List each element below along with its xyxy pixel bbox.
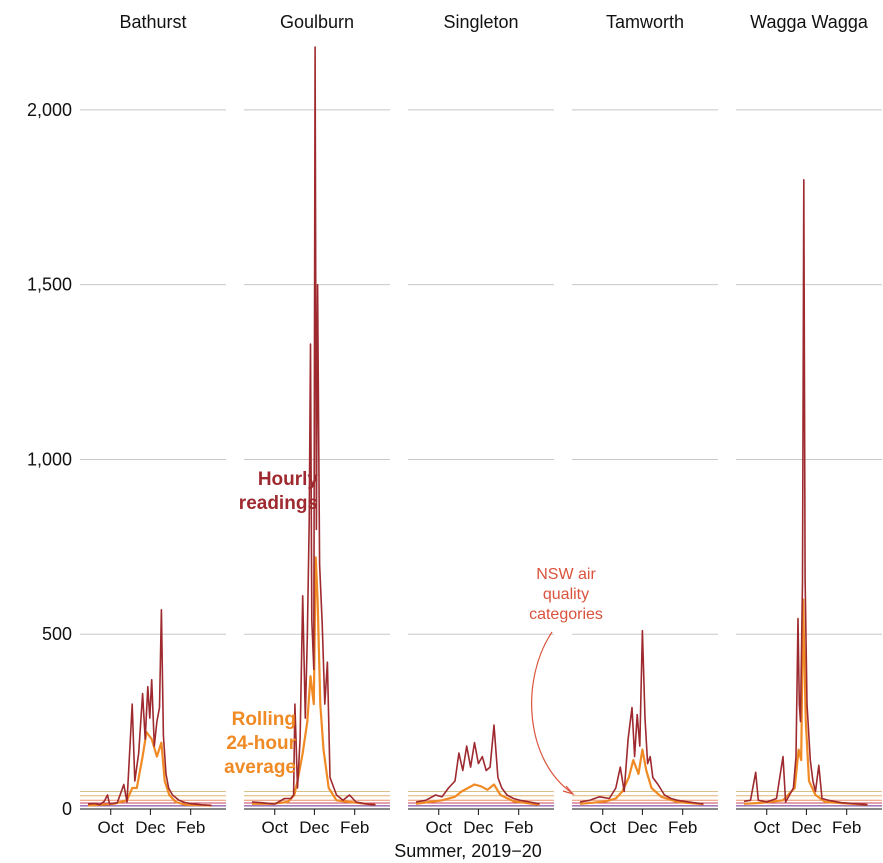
panel-title: Bathurst (119, 12, 186, 32)
panel-title: Singleton (443, 12, 518, 32)
rolling-average-series (87, 556, 868, 807)
panel-title: Wagga Wagga (750, 12, 869, 32)
annotations: Hourly readings Rolling 24-hour average NSW a… (224, 469, 603, 796)
air-quality-category-lines (80, 791, 882, 807)
rolling-annotation: average (224, 757, 296, 778)
x-tick-label: Oct (754, 818, 781, 837)
x-tick-label: Feb (176, 818, 205, 837)
labels: 0 500 1,000 1,500 2,000 Bathurst Oct Dec Feb Goul… (27, 12, 869, 837)
hourly-line (743, 179, 868, 806)
hourly-annotation: readings (239, 493, 318, 514)
x-tick-label: Feb (504, 818, 533, 837)
y-tick-label: 2,000 (27, 100, 72, 120)
rolling-annotation: 24-hour (226, 733, 296, 754)
rolling-annotation: Rolling (232, 709, 296, 730)
annotation-arrow (531, 631, 573, 794)
rolling-average-line (87, 730, 212, 807)
x-tick-label: Feb (340, 818, 369, 837)
x-tick-label: Oct (426, 818, 453, 837)
x-tick-label: Dec (463, 818, 494, 837)
rolling-average-line (415, 783, 540, 806)
rolling-average-line (743, 598, 868, 806)
annotation-arrowhead (562, 785, 575, 796)
categories-annotation: NSW air (536, 566, 596, 583)
categories-annotation: categories (529, 606, 603, 623)
hourly-series (87, 46, 868, 807)
y-tick-label: 1,500 (27, 275, 72, 295)
y-tick-label: 1,000 (27, 449, 72, 469)
x-tick-label: Oct (98, 818, 125, 837)
panel-title: Tamworth (606, 12, 684, 32)
hourly-line (415, 724, 540, 805)
hourly-line (251, 46, 376, 806)
panel-title: Goulburn (280, 12, 354, 32)
axes (80, 808, 882, 815)
x-tick-label: Dec (299, 818, 330, 837)
x-tick-label: Oct (590, 818, 617, 837)
x-tick-label: Oct (262, 818, 289, 837)
gridlines (80, 109, 882, 635)
y-tick-label: 0 (62, 799, 72, 819)
x-tick-label: Feb (832, 818, 861, 837)
hourly-annotation: Hourly (258, 469, 319, 490)
hourly-line (87, 608, 212, 807)
hourly-line (579, 629, 704, 805)
categories-annotation: quality (543, 586, 589, 603)
x-tick-label: Dec (135, 818, 166, 837)
x-tick-label: Feb (668, 818, 697, 837)
x-tick-label: Dec (791, 818, 822, 837)
rolling-average-line (579, 748, 704, 806)
y-tick-label: 500 (42, 624, 72, 644)
x-tick-label: Dec (627, 818, 658, 837)
x-axis-title: Summer, 2019−20 (394, 841, 542, 861)
